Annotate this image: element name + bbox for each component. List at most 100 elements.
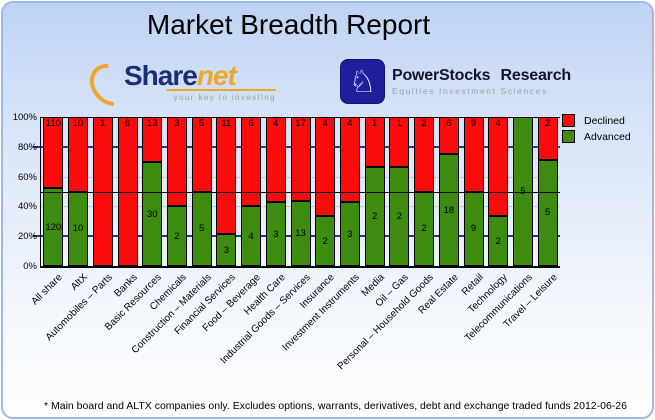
advanced-value-label: 10 bbox=[72, 223, 84, 235]
bar-Real Estate: 6 18 bbox=[438, 117, 459, 266]
bar-segment-advanced bbox=[438, 154, 459, 266]
bar-segment-declined bbox=[463, 117, 484, 192]
declined-value-label: 6 bbox=[446, 118, 452, 129]
advanced-value-label: 3 bbox=[347, 228, 353, 240]
bar-segment-declined bbox=[364, 117, 385, 167]
declined-value-label: 4 bbox=[347, 118, 353, 129]
bar-segment-declined bbox=[142, 117, 163, 163]
bar-Basic Resources: 13 30 bbox=[142, 117, 163, 266]
declined-value-label: 6 bbox=[124, 118, 131, 129]
declined-value-label: 11 bbox=[221, 118, 232, 129]
declined-value-label: 1 bbox=[100, 118, 106, 129]
bar-Travel – Leisure: 25 bbox=[537, 117, 558, 266]
legend-swatch bbox=[562, 130, 575, 143]
sharenet-name-part2: net bbox=[196, 60, 237, 91]
sharenet-underline bbox=[166, 89, 276, 91]
legend-item-declined: Declined bbox=[562, 114, 631, 127]
bar-segment-advanced bbox=[315, 216, 336, 266]
declined-value-label: 4 bbox=[495, 118, 501, 129]
advanced-value-label: 3 bbox=[223, 244, 229, 256]
sharenet-tagline: your key to investing bbox=[173, 93, 276, 102]
legend-label: Advanced bbox=[584, 130, 631, 143]
powerstocks-logo: ♘ PowerStocks Research Equities Investme… bbox=[340, 59, 571, 104]
bar-segment-declined bbox=[290, 117, 311, 202]
sharenet-name-part1: Share bbox=[124, 60, 198, 91]
bar-Industrial Goods – Services: 17 13 bbox=[290, 117, 311, 266]
advanced-value-label: 13 bbox=[295, 228, 306, 240]
bar-segment-advanced bbox=[339, 202, 360, 266]
bar-segment-declined bbox=[241, 117, 262, 207]
y-tick-label: 0% bbox=[23, 261, 37, 272]
advanced-value-label: 2 bbox=[421, 223, 427, 235]
bar-Investment Instruments: 43 bbox=[339, 117, 360, 266]
bar-segment-advanced bbox=[537, 159, 558, 266]
bar-segment-declined bbox=[537, 117, 558, 160]
sharenet-logo-text: Sharenet your key to investing bbox=[124, 60, 276, 102]
chess-knight-icon: ♘ bbox=[340, 59, 385, 104]
bar-segment-declined bbox=[414, 117, 435, 192]
bar-Financial Services: 11 3 bbox=[216, 117, 237, 266]
advanced-value-label: 9 bbox=[470, 223, 477, 235]
advanced-value-label: 120 bbox=[45, 221, 62, 233]
powerstocks-subtitle: Equities Investment Sciences bbox=[392, 86, 548, 96]
declined-value-label: 4 bbox=[322, 118, 328, 129]
bar-segment-advanced bbox=[241, 206, 262, 266]
gridline-fifty-percent bbox=[40, 191, 560, 193]
declined-value-label: 10 bbox=[72, 118, 84, 129]
bar-segment-declined bbox=[166, 117, 187, 207]
advanced-value-label: 18 bbox=[443, 204, 455, 216]
declined-value-label: 9 bbox=[470, 118, 477, 129]
bar-Health Care: 43 bbox=[265, 117, 286, 266]
declined-value-label: 1 bbox=[396, 118, 402, 129]
declined-value-label: 5 bbox=[198, 118, 205, 129]
page-title-text: Market Breadth Report bbox=[146, 9, 431, 40]
x-category-label: AltX bbox=[69, 272, 90, 293]
bar-segment-declined bbox=[315, 117, 336, 217]
powerstocks-logo-text: PowerStocks Research Equities Investment… bbox=[392, 67, 571, 96]
declined-value-label: 1 bbox=[371, 118, 378, 129]
y-tick-label: 40% bbox=[17, 201, 37, 213]
declined-value-label: 110 bbox=[45, 118, 61, 129]
bar-segment-declined bbox=[68, 117, 89, 192]
bar-Food – Beverage: 64 bbox=[241, 117, 262, 266]
powerstocks-name: PowerStocks Research bbox=[392, 67, 571, 84]
bar-segment-advanced bbox=[166, 206, 187, 266]
declined-value-label: 2 bbox=[544, 118, 551, 129]
declined-value-label: 3 bbox=[174, 118, 180, 129]
footer-note: * Main board and ALTX companies only. Ex… bbox=[44, 400, 571, 412]
bar-segment-declined bbox=[339, 117, 360, 203]
declined-value-label: 4 bbox=[273, 118, 279, 129]
bar-segment-advanced bbox=[142, 162, 163, 266]
sharenet-logo: Sharenet your key to investing bbox=[81, 55, 276, 115]
bar-Construction – Materials: 55 bbox=[191, 117, 212, 266]
bar-segment-declined bbox=[438, 117, 459, 155]
advanced-value-label: 30 bbox=[146, 208, 158, 220]
bar-segment-advanced bbox=[43, 188, 64, 266]
footer: * Main board and ALTX companies only. Ex… bbox=[8, 397, 647, 415]
advanced-value-label: 5 bbox=[198, 223, 205, 235]
declined-value-label: 17 bbox=[295, 118, 306, 129]
y-tick-label: 80% bbox=[17, 141, 37, 153]
bar-segment-advanced bbox=[488, 216, 509, 266]
legend-item-advanced: Advanced bbox=[562, 130, 631, 143]
y-tick-label: 20% bbox=[17, 231, 37, 243]
bar-segment-advanced bbox=[290, 201, 311, 266]
bar-AltX: 10 10 bbox=[68, 117, 89, 266]
x-axis-line bbox=[40, 266, 560, 268]
declined-value-label: 2 bbox=[421, 118, 427, 129]
advanced-value-label: 2 bbox=[371, 210, 378, 222]
y-tick-label: 60% bbox=[17, 171, 37, 183]
bar-segment-declined bbox=[265, 117, 286, 203]
advanced-value-label: 3 bbox=[273, 228, 279, 240]
advanced-value-label: 2 bbox=[396, 210, 402, 222]
x-category-label: All share bbox=[29, 272, 66, 308]
bar-segment-declined bbox=[488, 117, 509, 217]
declined-value-label: 13 bbox=[146, 118, 158, 129]
page-title: Market Breadth Report bbox=[0, 9, 655, 41]
declined-value-label: 6 bbox=[248, 118, 254, 129]
